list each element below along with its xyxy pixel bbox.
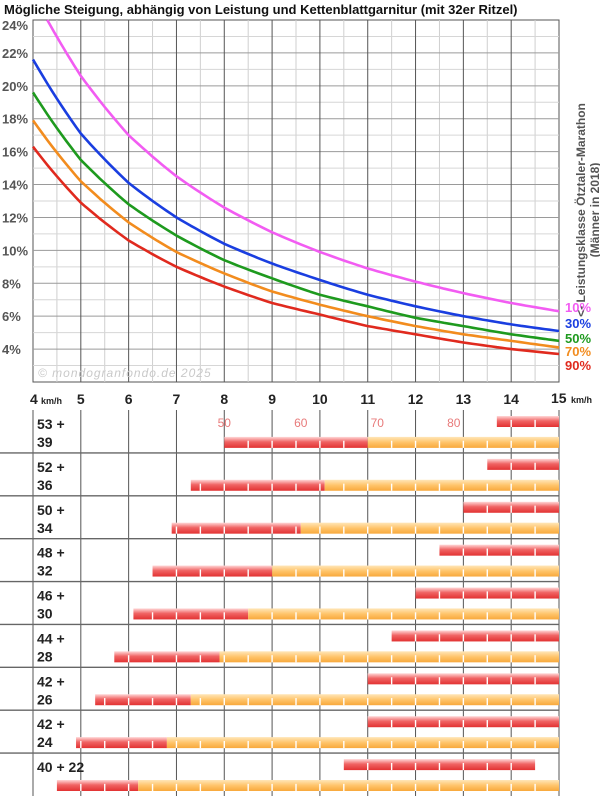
series-line-50pct <box>31 91 560 343</box>
cadence-label: 60 <box>294 416 308 430</box>
gear-label-big: 44 + <box>37 630 65 646</box>
gear-label-small: 24 <box>37 734 53 750</box>
gear-label-big: 42 + <box>37 716 65 732</box>
cadence-label: 50 <box>218 416 232 430</box>
x-tick-label: 5 <box>77 391 85 407</box>
small-ring-bar-red <box>171 522 301 534</box>
gear-label-big: 52 + <box>37 459 65 475</box>
x-tick-label: 9 <box>268 391 276 407</box>
small-ring-bar-orange <box>248 608 559 620</box>
series-label: 30% <box>565 316 591 331</box>
x-tick-label: 6 <box>125 391 133 407</box>
gear-label-big: 48 + <box>37 545 65 561</box>
side-label-group: <- Leistungsklasse Ötztaler-Marathon (Män… <box>573 103 600 317</box>
y-tick-label: 18% <box>2 112 28 127</box>
gear-label-small: 26 <box>37 691 53 707</box>
gear-label-small: 28 <box>37 648 53 664</box>
small-ring-bar-red <box>190 479 325 491</box>
big-ring-bar <box>391 630 559 642</box>
series-label: 90% <box>565 358 591 373</box>
cadence-label: 70 <box>371 416 385 430</box>
x-tick-label: 4 <box>30 391 38 407</box>
small-ring-bar-red <box>56 780 139 791</box>
chart-title: Mögliche Steigung, abhängig von Leistung… <box>4 2 518 17</box>
series-line-30pct <box>31 58 560 333</box>
side-label-2: (Männer in 2018) <box>588 163 600 258</box>
y-tick-label: 22% <box>2 46 28 61</box>
y-tick-label: 8% <box>2 276 21 291</box>
x-tick-label: 12 <box>408 391 424 407</box>
gear-label-small: 30 <box>37 606 53 622</box>
small-ring-bar-orange <box>166 737 559 749</box>
small-ring-bar-red <box>133 608 249 620</box>
x-tick-label: 8 <box>220 391 228 407</box>
gear-label-small: 36 <box>37 477 53 493</box>
series-label: 10% <box>565 300 591 315</box>
y-tick-label: 24% <box>2 18 28 33</box>
side-label: <- Leistungsklasse Ötztaler-Marathon <box>573 103 588 317</box>
gear-label-big: 50 + <box>37 502 65 518</box>
x-unit-label: km/h <box>571 395 592 405</box>
watermark: © mondogranfondo.de 2025 <box>38 366 212 380</box>
gear-label-big: 53 + <box>37 416 65 432</box>
x-tick-label: 15 <box>551 390 567 406</box>
x-tick-label: 7 <box>173 391 181 407</box>
series-line-70pct <box>31 119 560 349</box>
gear-label-small: 34 <box>37 520 53 536</box>
y-tick-label: 12% <box>2 210 28 225</box>
gear-label-big: 42 + <box>37 673 65 689</box>
x-tick-label: 10 <box>312 391 328 407</box>
x-tick-label: 13 <box>456 391 472 407</box>
series-label: 70% <box>565 344 591 359</box>
small-ring-bar-orange <box>300 522 559 534</box>
big-ring-bar <box>487 458 559 470</box>
small-ring-bar-orange <box>138 780 559 791</box>
y-tick-label: 16% <box>2 145 28 160</box>
small-ring-bar-orange <box>219 651 559 663</box>
x-tick-label: 14 <box>503 391 519 407</box>
big-ring-bar <box>439 544 559 556</box>
x-unit-label: km/h <box>41 396 62 406</box>
y-tick-label: 20% <box>2 79 28 94</box>
cadence-label: 80 <box>447 416 461 430</box>
big-ring-bar <box>496 416 559 427</box>
series-line-10pct <box>46 19 560 313</box>
gear-label-big: 46 + <box>37 588 65 604</box>
series-line-90pct <box>31 145 560 356</box>
small-ring-bar-red <box>152 565 273 577</box>
small-ring-bar-orange <box>190 694 560 706</box>
gear-label-small: 39 <box>37 434 53 450</box>
small-ring-bar-red <box>95 694 191 706</box>
y-tick-label: 4% <box>2 342 21 357</box>
y-tick-label: 6% <box>2 309 21 324</box>
small-ring-bar-orange <box>324 479 559 491</box>
gear-label-big: 40 + 22 <box>37 759 84 775</box>
gear-label-small: 32 <box>37 563 53 579</box>
series-label: 50% <box>565 331 591 346</box>
small-ring-bar-red <box>76 737 167 749</box>
y-tick-label: 10% <box>2 243 28 258</box>
y-tick-label: 14% <box>2 178 28 193</box>
small-ring-bar-red <box>114 651 220 663</box>
x-tick-label: 11 <box>360 391 375 407</box>
